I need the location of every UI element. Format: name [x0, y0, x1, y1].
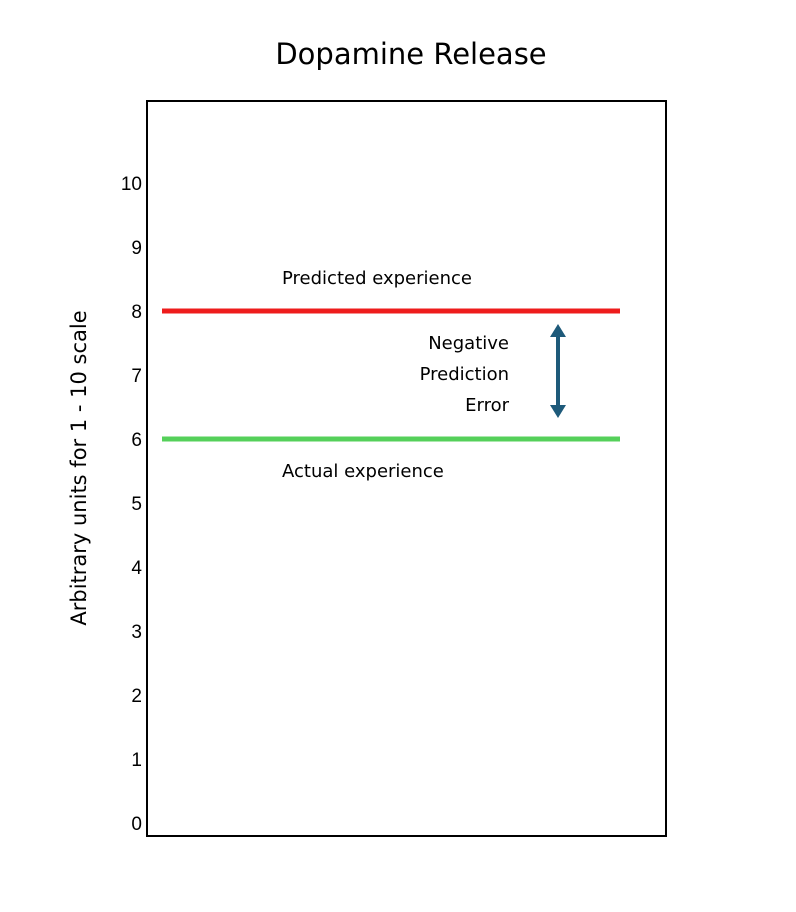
y-tick-label-3: 3	[131, 622, 142, 643]
y-tick-label-5: 5	[131, 494, 142, 515]
y-tick-label-9: 9	[131, 238, 142, 259]
prediction-error-annotation: Negative Prediction Error	[420, 324, 566, 418]
plot-frame	[146, 100, 667, 837]
y-axis-label: Arbitrary units for 1 - 10 scale	[67, 310, 91, 625]
prediction-error-arrow-head-up	[550, 324, 566, 337]
y-tick-label-8: 8	[131, 302, 142, 323]
series-lines: Predicted experience Actual experience	[162, 268, 620, 482]
actual-experience-label: Actual experience	[282, 461, 444, 482]
y-tick-label-4: 4	[131, 558, 142, 579]
y-tick-label-7: 7	[131, 366, 142, 387]
chart-title: Dopamine Release	[275, 37, 546, 71]
prediction-error-text-2: Prediction	[420, 364, 509, 385]
y-tick-label-6: 6	[131, 430, 142, 451]
y-tick-labels: 0 1 2 3 4 5 6 7 8 9 10	[121, 174, 143, 835]
prediction-error-arrow-head-down	[550, 405, 566, 418]
y-tick-label-1: 1	[131, 750, 142, 771]
y-tick-label-2: 2	[131, 686, 142, 707]
prediction-error-text-1: Negative	[428, 333, 509, 354]
prediction-error-text-3: Error	[465, 395, 509, 416]
y-tick-label-10: 10	[121, 174, 142, 195]
predicted-experience-label: Predicted experience	[282, 268, 472, 289]
y-tick-label-0: 0	[131, 814, 142, 835]
